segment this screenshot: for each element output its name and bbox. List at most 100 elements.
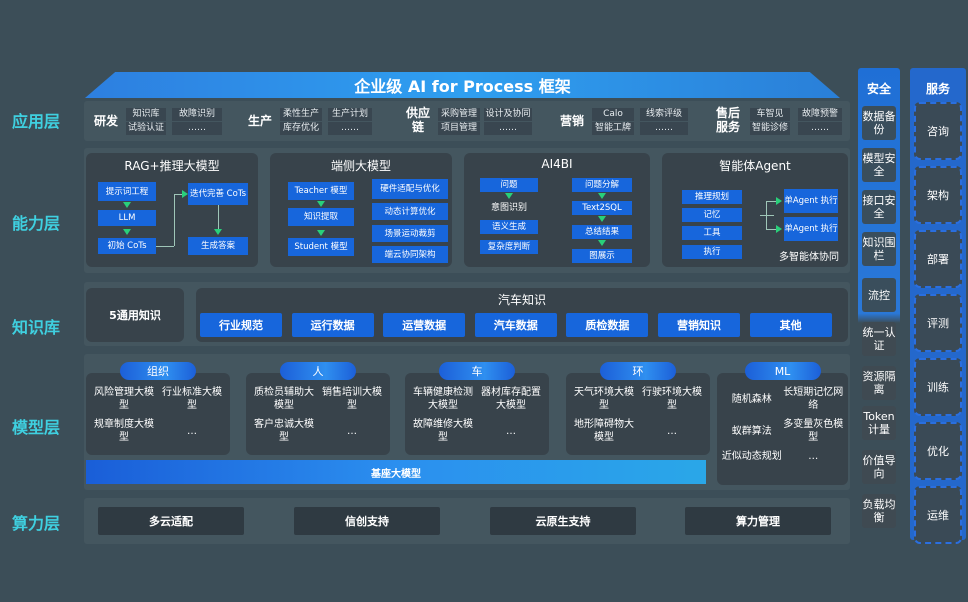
model-item: 天气环境大模型 bbox=[574, 387, 634, 411]
base-model-bar: 基座大模型 bbox=[86, 460, 706, 484]
knowledge-item[interactable]: 其他 bbox=[749, 313, 832, 337]
security-item[interactable]: 资源隔离 bbox=[862, 366, 896, 400]
knowledge-item[interactable]: 行业规范 bbox=[200, 313, 282, 337]
app-item[interactable]: 智能诊修 bbox=[750, 122, 790, 135]
agent-box: 单Agent 执行 bbox=[784, 217, 838, 241]
layer-label-app: 应用层 bbox=[12, 112, 61, 131]
app-item[interactable]: …… bbox=[798, 122, 842, 135]
layer-label-capability: 能力层 bbox=[12, 214, 61, 233]
app-group-label: 研发 bbox=[94, 114, 119, 128]
ai4bi-title: AI4BI bbox=[541, 157, 573, 171]
model-item: 车辆健康检测大模型 bbox=[413, 387, 473, 411]
service-item[interactable]: 优化 bbox=[914, 422, 962, 480]
app-item[interactable]: …… bbox=[328, 122, 372, 135]
model-grid: 风险管理大模型 行业标准大模型 规章制度大模型 … bbox=[90, 386, 226, 444]
security-column: 安全 数据备份 模型安全 接口安全 知识围栏 流控 统一认证 资源隔离 Token计量 价值导向… bbox=[858, 68, 900, 540]
ai4bi-panel: AI4BI 问题 意图识别 语义生成 复杂度判断 问题分解 Text2SQL 总… bbox=[464, 153, 650, 267]
service-item[interactable]: 评测 bbox=[914, 294, 962, 352]
app-item[interactable]: …… bbox=[484, 122, 532, 135]
app-item[interactable]: 柔性生产 bbox=[280, 108, 322, 121]
arrow-down-icon bbox=[317, 230, 325, 236]
security-item[interactable]: 统一认证 bbox=[862, 322, 896, 356]
app-item[interactable]: 车智见 bbox=[750, 108, 790, 121]
agent-box: 执行 bbox=[682, 245, 742, 259]
security-item[interactable]: 接口安全 bbox=[862, 190, 896, 224]
agent-panel: 智能体Agent 推理规划 记忆 工具 执行 单Agent 执行 单Agent … bbox=[662, 153, 848, 267]
app-group-label: 生产 bbox=[248, 114, 273, 128]
edge-box: 知识提取 bbox=[288, 208, 354, 226]
app-item[interactable]: …… bbox=[640, 122, 688, 135]
agent-box: 工具 bbox=[682, 226, 742, 240]
rag-box: 迭代完善 CoTs bbox=[188, 183, 248, 205]
service-title: 服务 bbox=[925, 82, 950, 96]
app-item[interactable]: …… bbox=[172, 122, 222, 135]
ai4bi-box: 问题 bbox=[480, 178, 538, 192]
security-item[interactable]: 知识围栏 bbox=[862, 232, 896, 266]
app-item[interactable]: 生产计划 bbox=[328, 108, 372, 121]
arrow-down-icon bbox=[598, 216, 606, 222]
arrow-down-icon bbox=[123, 229, 131, 235]
model-item: 客户忠诚大模型 bbox=[254, 419, 314, 443]
app-item[interactable]: 知识库 bbox=[126, 108, 166, 121]
app-item[interactable]: 试验认证 bbox=[126, 122, 166, 135]
compute-item[interactable]: 信创支持 bbox=[294, 507, 440, 535]
app-group-label: 营销 bbox=[560, 114, 585, 128]
app-item[interactable]: 库存优化 bbox=[280, 122, 322, 135]
arrow-down-icon bbox=[214, 229, 222, 235]
knowledge-item[interactable]: 运营数据 bbox=[383, 313, 466, 337]
compute-item[interactable]: 多云适配 bbox=[98, 507, 244, 535]
model-item: 销售培训大模型 bbox=[322, 387, 382, 411]
app-item[interactable]: 采购管理 bbox=[438, 108, 480, 121]
service-item[interactable]: 咨询 bbox=[914, 102, 962, 160]
service-item[interactable]: 训练 bbox=[914, 358, 962, 416]
multi-agent-caption: 多智能体协同 bbox=[779, 252, 839, 263]
model-grid: 随机森林 长短期记忆网络 蚁群算法 多变量灰色模型 近似动态规划… bbox=[721, 386, 844, 463]
model-group-panel bbox=[405, 373, 549, 455]
arrow-down-icon bbox=[598, 240, 606, 246]
knowledge-item[interactable]: 运行数据 bbox=[291, 313, 374, 337]
app-item[interactable]: 智能工牌 bbox=[592, 122, 634, 135]
app-group-label: 售后服务 bbox=[715, 106, 740, 134]
agent-box: 推理规划 bbox=[682, 190, 742, 204]
model-item: 近似动态规划 bbox=[721, 451, 782, 462]
security-item[interactable]: 价值导向 bbox=[862, 450, 896, 484]
model-item: 行驶环境大模型 bbox=[642, 387, 702, 411]
edge-box: 端云协同架构 bbox=[372, 246, 448, 263]
knowledge-item[interactable]: 质检数据 bbox=[566, 313, 649, 337]
ai4bi-box: 语义生成 bbox=[480, 220, 538, 234]
rag-title: RAG+推理大模型 bbox=[124, 159, 220, 173]
app-group-label: 供应链 bbox=[405, 106, 430, 134]
app-item[interactable]: 线索评级 bbox=[640, 108, 688, 121]
model-item: 行业标准大模型 bbox=[162, 387, 222, 411]
arrow-down-icon bbox=[598, 193, 606, 199]
model-grid: 质检员辅助大模型 销售培训大模型 客户忠诚大模型… bbox=[250, 386, 386, 444]
model-item: 规章制度大模型 bbox=[94, 419, 154, 443]
security-item[interactable]: 数据备份 bbox=[862, 106, 896, 140]
service-item[interactable]: 部署 bbox=[914, 230, 962, 288]
security-item[interactable]: 负载均衡 bbox=[862, 494, 896, 528]
model-group-panel bbox=[246, 373, 390, 455]
knowledge-item[interactable]: 汽车数据 bbox=[474, 313, 557, 337]
app-item[interactable]: Calo bbox=[592, 108, 634, 121]
knowledge-item[interactable]: 营销知识 bbox=[658, 313, 740, 337]
app-item[interactable]: 设计及协同 bbox=[484, 108, 532, 121]
service-item[interactable]: 架构 bbox=[914, 166, 962, 224]
model-item: 随机森林 bbox=[731, 393, 772, 405]
arrow-down-icon bbox=[123, 202, 131, 208]
security-item[interactable]: 流控 bbox=[862, 278, 896, 312]
model-group-pill: ML bbox=[744, 362, 821, 380]
agent-box: 记忆 bbox=[682, 208, 742, 222]
model-item: 风险管理大模型 bbox=[94, 387, 154, 411]
compute-item[interactable]: 算力管理 bbox=[685, 507, 831, 535]
model-group-pill: 车 bbox=[439, 362, 515, 380]
model-item: … bbox=[187, 425, 197, 437]
security-item[interactable]: Token计量 bbox=[862, 406, 896, 440]
app-item[interactable]: 故障预警 bbox=[798, 108, 842, 121]
security-item[interactable]: 模型安全 bbox=[862, 148, 896, 182]
app-item[interactable]: 故障识别 bbox=[172, 108, 222, 121]
agent-box: 单Agent 执行 bbox=[784, 189, 838, 213]
service-column: 服务 咨询架构部署评测训练优化运维 bbox=[910, 68, 966, 544]
app-item[interactable]: 项目管理 bbox=[438, 122, 480, 135]
compute-item[interactable]: 云原生支持 bbox=[490, 507, 636, 535]
service-item[interactable]: 运维 bbox=[914, 486, 962, 544]
